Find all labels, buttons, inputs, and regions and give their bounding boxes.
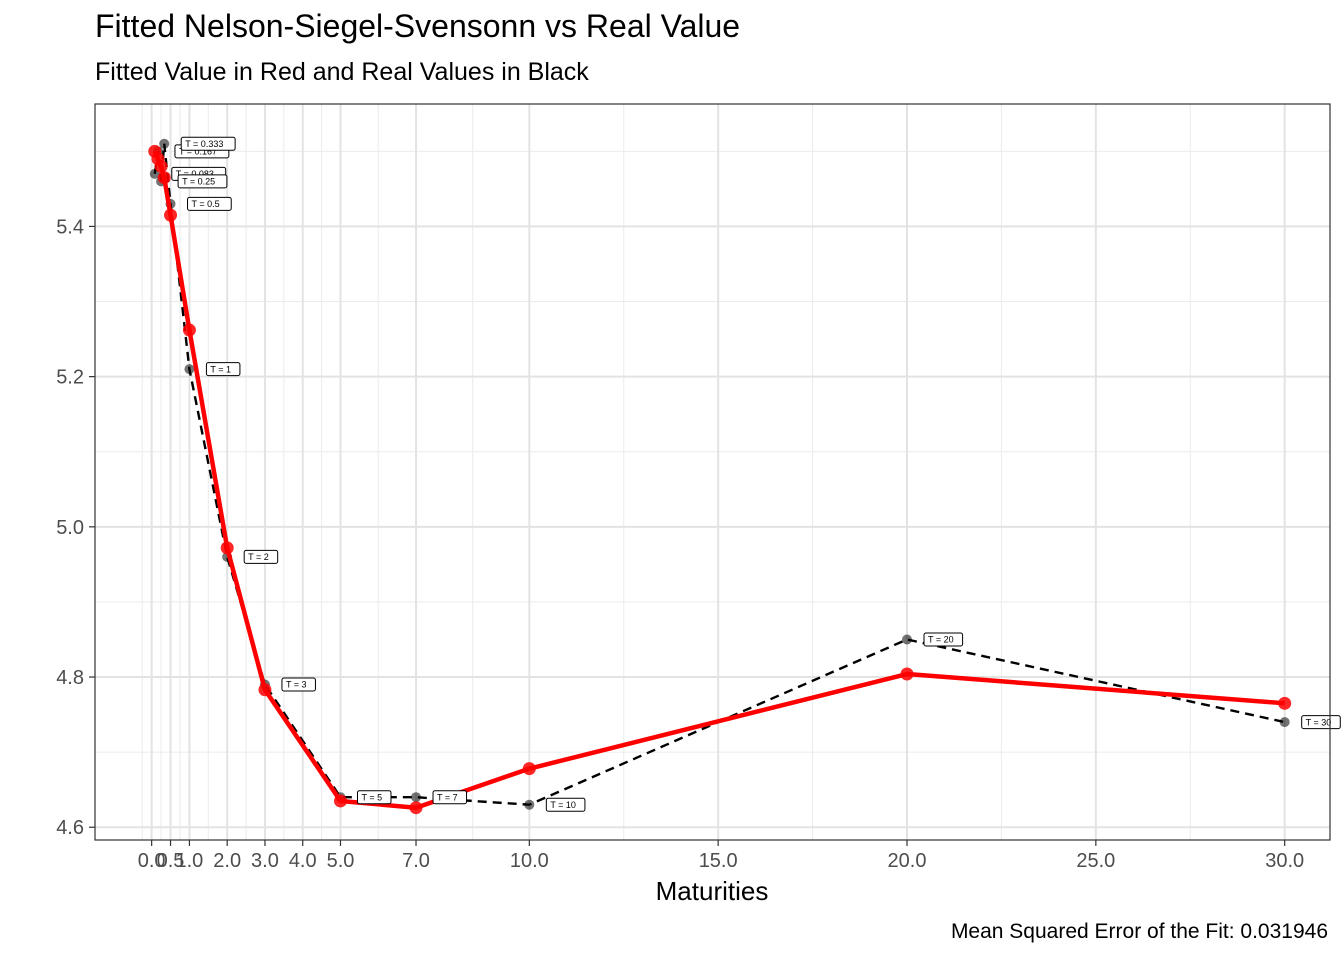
- point-label-box: [432, 790, 468, 805]
- point-label-text: T = 7: [437, 792, 458, 802]
- x-tick-label: 25.0: [1076, 850, 1115, 872]
- point-label: T = 0.333: [180, 136, 236, 151]
- point-label-text: T = 3: [286, 680, 307, 690]
- point-label-text: T = 20: [928, 635, 954, 645]
- x-tick-label: 20.0: [888, 850, 927, 872]
- point-label: T = 1: [205, 362, 241, 377]
- x-tick-label: 5.0: [327, 850, 355, 872]
- point-label-text: T = 0.167: [179, 147, 217, 157]
- point-label: T = 3: [281, 677, 316, 692]
- x-axis-title: Maturities: [655, 876, 769, 906]
- y-tick-label: 4.8: [56, 667, 84, 689]
- point-label-box: [545, 797, 586, 812]
- y-tick-label: 4.6: [56, 817, 84, 839]
- x-axis: 0.00.51.0 2.0 3.0 4.0 5.0 7.0 10.0 15.0 20.0 25.0…: [138, 840, 1304, 872]
- fitted-point: [220, 541, 234, 555]
- real-series-line: [153, 143, 1285, 806]
- fitted-point: [409, 801, 423, 815]
- fitted-point: [522, 762, 536, 776]
- point-label-box: [281, 677, 316, 692]
- point-label-box: [177, 174, 228, 189]
- minor-gridlines: [95, 104, 1330, 840]
- x-tick-label: 7.0: [402, 850, 430, 872]
- point-label-box: [180, 136, 236, 151]
- point-label-box: [923, 632, 964, 647]
- point-labels: T = 0.083 T = 0.167 T = 0.25 T = 0.333 T = 0…: [171, 136, 1341, 812]
- y-axis: 4.6 4.8 5.0 5.2 5.4: [56, 216, 95, 839]
- point-label-text: T = 0.083: [176, 169, 214, 179]
- point-label-box: [1301, 715, 1341, 730]
- x-tick-label: 4.0: [289, 850, 317, 872]
- fitted-point: [154, 159, 168, 173]
- x-tick-label: 10.0: [510, 850, 549, 872]
- real-point: [902, 634, 913, 645]
- chart-caption: Mean Squared Error of the Fit: 0.031946: [950, 920, 1328, 943]
- x-tick-label: 0.0: [138, 850, 166, 872]
- point-label: T = 0.5: [187, 196, 232, 211]
- real-point: [1279, 717, 1290, 728]
- y-tick-label: 5.2: [56, 367, 84, 389]
- point-label-box: [243, 549, 279, 564]
- fitted-point: [182, 323, 196, 337]
- point-label: T = 5: [356, 790, 392, 805]
- real-point: [524, 799, 535, 810]
- fitted-point: [258, 683, 272, 697]
- point-label-text: T = 0.25: [182, 177, 215, 187]
- real-series: [149, 138, 1290, 810]
- real-point: [411, 792, 422, 803]
- point-label: T = 30: [1301, 715, 1341, 730]
- point-label-text: T = 5: [361, 792, 382, 802]
- point-label: T = 10: [545, 797, 586, 812]
- point-label-text: T = 0.333: [185, 139, 223, 149]
- point-label-text: T = 10: [550, 800, 576, 810]
- point-label: T = 0.25: [177, 174, 228, 189]
- x-tick-label: 1.0: [176, 850, 204, 872]
- point-label-text: T = 30: [1306, 717, 1332, 727]
- point-label: T = 2: [243, 549, 279, 564]
- point-label-box: [205, 362, 241, 377]
- fitted-point: [1278, 696, 1292, 710]
- x-tick-label: 3.0: [251, 850, 279, 872]
- fitted-series: [148, 144, 1292, 815]
- chart-subtitle: Fitted Value in Red and Real Values in B…: [95, 58, 589, 86]
- y-tick-label: 5.4: [56, 216, 84, 238]
- x-tick-label: 30.0: [1265, 850, 1304, 872]
- point-label: T = 20: [923, 632, 964, 647]
- fitted-point: [157, 171, 171, 185]
- y-tick-label: 5.0: [56, 517, 84, 539]
- point-label-text: T = 0.5: [192, 199, 220, 209]
- fitted-point: [164, 208, 178, 222]
- chart-title: Fitted Nelson-Siegel-Svensonn vs Real Va…: [95, 8, 741, 44]
- fitted-point: [900, 667, 914, 681]
- real-point: [159, 138, 170, 149]
- point-label-box: [187, 196, 232, 211]
- fitted-series-line: [152, 150, 1285, 810]
- point-label-text: T = 2: [248, 552, 269, 562]
- plot-panel-border: [94, 103, 1331, 841]
- real-point: [184, 364, 195, 375]
- x-tick-label: 15.0: [699, 850, 738, 872]
- major-gridlines: [95, 104, 1330, 840]
- fitted-point: [333, 794, 347, 808]
- point-label-text: T = 1: [210, 364, 231, 374]
- x-tick-label: 0.5: [157, 850, 185, 872]
- point-label-box: [356, 790, 392, 805]
- x-tick-label: 2.0: [213, 850, 241, 872]
- point-label: T = 7: [432, 790, 468, 805]
